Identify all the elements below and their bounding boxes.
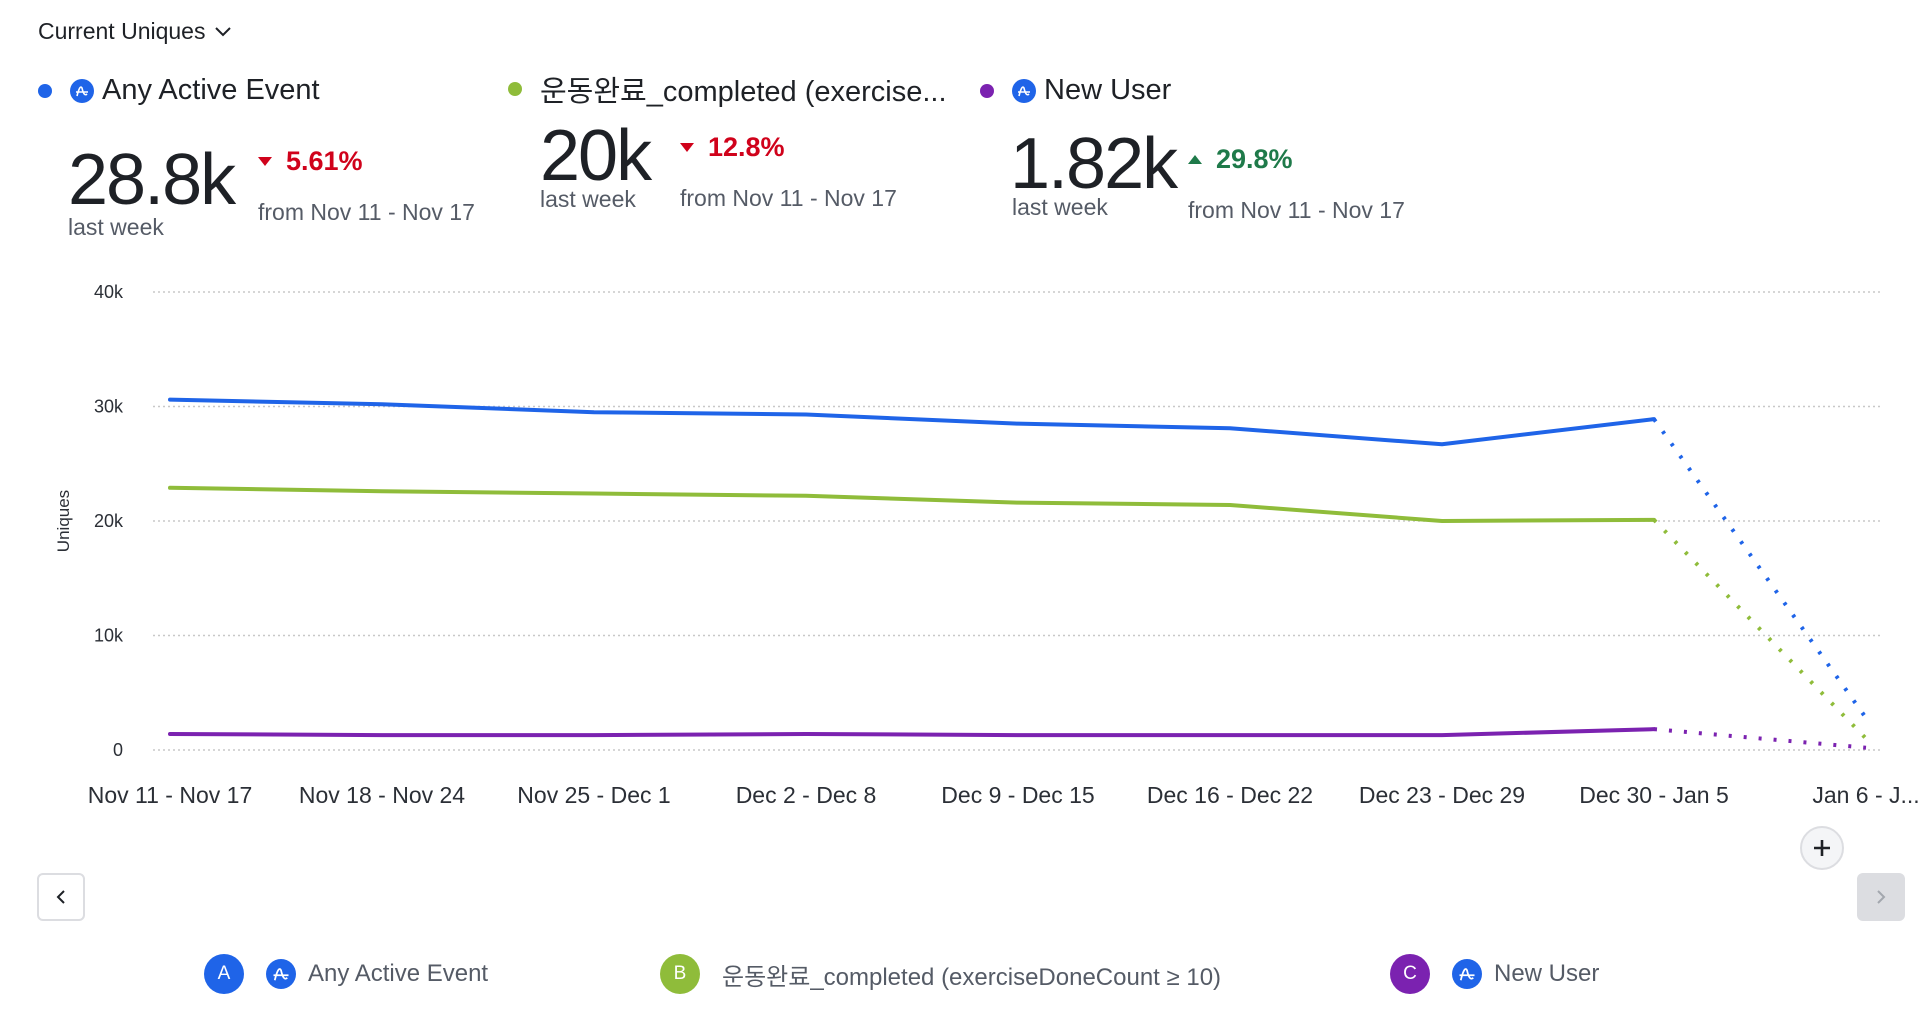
trend-down-icon [258, 157, 272, 166]
add-annotation-button[interactable] [1800, 826, 1844, 870]
series-line-incomplete[interactable] [1653, 727, 1867, 750]
y-axis-ticks: 0 10k 20k 30k 40k [94, 282, 124, 760]
legend-badge: C [1390, 954, 1430, 994]
y-tick-label: 40k [94, 282, 124, 302]
kpi-value: 28.8k [68, 140, 236, 220]
kpi-card-any-active-event: Any Active Event 28.8k last week 5.61% f… [38, 74, 498, 264]
legend-label: 운동완료_completed (exerciseDoneCount ≥ 10) [722, 963, 1222, 991]
kpi-period: last week [540, 186, 636, 212]
chevron-down-icon [215, 26, 232, 36]
scroll-left-button[interactable] [37, 873, 85, 921]
series-line-complete[interactable] [168, 727, 1656, 738]
x-tick-label: Dec 9 - Dec 15 [941, 782, 1094, 808]
kpi-comparison: from Nov 11 - Nov 17 [1188, 197, 1405, 223]
x-tick-label: Dec 2 - Dec 8 [736, 782, 877, 808]
kpi-title-text: Any Active Event [102, 74, 320, 106]
x-axis-ticks: Nov 11 - Nov 17 Nov 18 - Nov 24 Nov 25 - D… [88, 782, 1918, 808]
legend-label: New User [1494, 960, 1600, 987]
chevron-right-icon [1877, 890, 1886, 904]
series-line-incomplete[interactable] [1652, 518, 1868, 740]
x-tick-label: Dec 30 - Jan 5 [1579, 782, 1729, 808]
kpi-value: 1.82k [1010, 124, 1178, 204]
kpi-card-new-user: New User 1.82k last week 29.8% from Nov … [980, 74, 1440, 234]
amplitude-logo-icon [70, 78, 94, 103]
series-line-complete[interactable] [168, 397, 1656, 447]
series-a[interactable] [168, 397, 1868, 720]
kpi-comparison: from Nov 11 - Nov 17 [680, 185, 897, 211]
x-tick-label: Nov 18 - Nov 24 [299, 782, 465, 808]
legend-badge: B [660, 954, 700, 994]
kpi-title[interactable]: Any Active Event [38, 74, 498, 107]
amplitude-logo-icon [1452, 959, 1482, 989]
legend-label: Any Active Event [308, 960, 489, 987]
series-color-dot [508, 82, 522, 96]
kpi-title[interactable]: New User [980, 74, 1440, 107]
series-b[interactable] [168, 485, 1868, 740]
scroll-right-button[interactable] [1857, 873, 1905, 921]
x-tick-label: Nov 11 - Nov 17 [88, 782, 252, 808]
series-line-complete[interactable] [168, 485, 1656, 523]
plus-icon [1814, 840, 1830, 856]
legend-item-b[interactable]: B 운동완료_completed (exerciseDoneCount ≥ 10… [660, 954, 1221, 994]
y-tick-label: 20k [94, 511, 124, 531]
y-tick-label: 0 [113, 740, 123, 760]
y-axis-title: Uniques [54, 490, 73, 552]
kpi-title[interactable]: 운동완료_completed (exercise... [508, 68, 968, 110]
legend-item-a[interactable]: A Any Active Event [204, 954, 488, 994]
metric-selector-dropdown[interactable]: Current Uniques [38, 18, 232, 45]
kpi-change-value: 29.8% [1216, 144, 1293, 174]
kpi-change: 5.61% [258, 146, 363, 177]
x-tick-label: Dec 16 - Dec 22 [1147, 782, 1313, 808]
kpi-period: last week [1012, 194, 1108, 220]
trend-up-icon [1188, 155, 1202, 164]
kpi-value: 20k [540, 116, 652, 196]
amplitude-logo-icon [266, 959, 296, 989]
kpi-comparison: from Nov 11 - Nov 17 [258, 199, 475, 225]
y-tick-label: 30k [94, 397, 124, 417]
kpi-card-exercise-completed: 운동완료_completed (exercise... 20k last wee… [508, 68, 968, 228]
series-c[interactable] [168, 727, 1867, 750]
kpi-period: last week [68, 214, 164, 240]
x-tick-label: Dec 23 - Dec 29 [1359, 782, 1525, 808]
metric-selector-label: Current Uniques [38, 18, 206, 44]
y-tick-label: 10k [94, 626, 124, 646]
series-lines [168, 397, 1868, 750]
series-color-dot [38, 83, 52, 98]
kpi-change-value: 12.8% [708, 132, 785, 162]
kpi-change-value: 5.61% [286, 146, 363, 176]
x-tick-label: Jan 6 - J... [1812, 782, 1918, 808]
series-line-incomplete[interactable] [1652, 417, 1868, 720]
kpi-title-text: 운동완료_completed (exercise... [540, 76, 947, 108]
x-tick-label: Nov 25 - Dec 1 [517, 782, 670, 808]
kpi-title-text: New User [1044, 74, 1172, 106]
amplitude-logo-icon [1012, 78, 1036, 103]
kpi-change: 12.8% [680, 132, 785, 163]
series-color-dot [980, 83, 994, 98]
trend-down-icon [680, 143, 694, 152]
kpi-change: 29.8% [1188, 144, 1293, 175]
chevron-left-icon [56, 890, 65, 904]
legend-badge: A [204, 954, 244, 994]
legend-item-c[interactable]: C New User [1390, 954, 1599, 994]
